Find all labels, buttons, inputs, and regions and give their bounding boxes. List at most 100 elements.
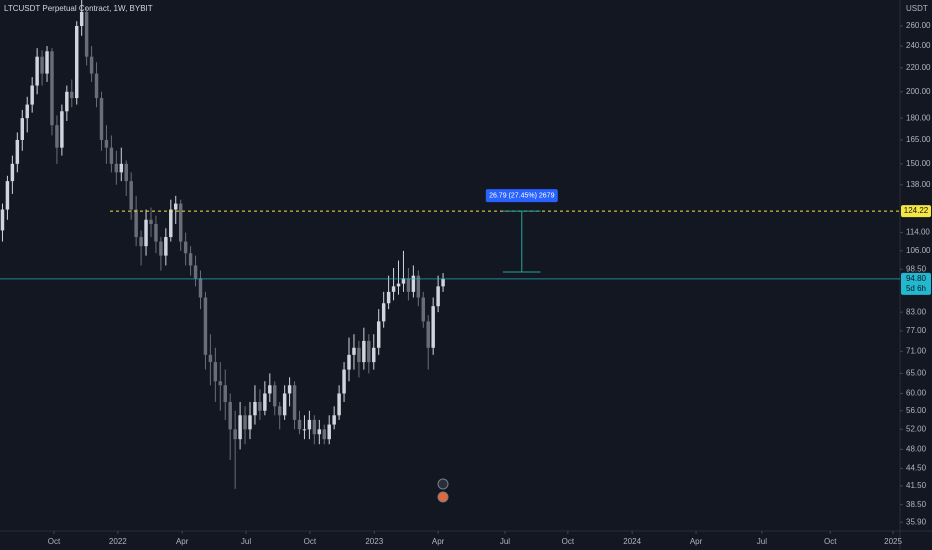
candle-body xyxy=(317,429,322,435)
candle-body xyxy=(376,321,381,348)
candle-body xyxy=(228,401,232,430)
y-tick-label: 83.00 xyxy=(906,307,927,316)
candle-body xyxy=(277,406,282,416)
candle-body xyxy=(248,415,252,430)
candle-body xyxy=(406,278,411,292)
measure-label: 26.79 (27.45%) 2679 xyxy=(489,192,554,199)
x-tick-label: Jul xyxy=(241,537,251,546)
candle-body xyxy=(416,275,421,298)
candle-body xyxy=(401,278,406,284)
candle-body xyxy=(253,401,257,416)
y-tick-label: 114.00 xyxy=(906,228,930,237)
last-price-label: 94.80 xyxy=(906,274,927,283)
candle-body xyxy=(332,415,336,425)
candle-body xyxy=(273,385,277,407)
candle-body xyxy=(5,181,10,210)
candle-body xyxy=(263,393,267,411)
candle-body xyxy=(20,118,25,140)
candle-body xyxy=(193,265,198,279)
y-tick-label: 52.00 xyxy=(906,424,927,433)
candle-body xyxy=(144,219,148,247)
candle-body xyxy=(164,237,168,256)
y-tick-label: 56.00 xyxy=(906,406,927,415)
candle-body xyxy=(268,385,272,394)
y-tick-label: 220.00 xyxy=(906,63,931,72)
candle-body xyxy=(218,381,223,386)
y-tick-label: 48.00 xyxy=(906,445,927,454)
candle-body xyxy=(213,362,218,382)
candle-body xyxy=(75,25,79,99)
candle-body xyxy=(302,429,307,431)
y-tick-label: 200.00 xyxy=(906,87,931,96)
candle-body xyxy=(183,241,188,254)
y-tick-label: 106.00 xyxy=(906,246,931,255)
y-tick-label: 65.00 xyxy=(906,369,927,378)
y-unit: USDT xyxy=(906,4,928,13)
candle-body xyxy=(238,415,242,440)
candle-body xyxy=(381,303,386,322)
x-tick-label: Jul xyxy=(500,537,510,546)
candle-body xyxy=(139,237,143,247)
candle-body xyxy=(391,286,396,292)
candle-body xyxy=(292,385,297,420)
candle-body xyxy=(50,51,54,126)
candle-body xyxy=(441,278,445,287)
candle-body xyxy=(342,369,346,394)
event-icon[interactable] xyxy=(437,478,449,490)
x-tick-label: Jul xyxy=(757,537,767,546)
event-icon[interactable] xyxy=(437,491,449,503)
candle-body xyxy=(35,56,39,86)
y-tick-label: 165.00 xyxy=(906,135,931,144)
candle-body xyxy=(94,73,99,99)
candle-body xyxy=(114,163,119,173)
candle-body xyxy=(362,340,366,363)
candle-body xyxy=(297,419,302,430)
y-tick-label: 240.00 xyxy=(906,41,931,50)
candle-body xyxy=(149,219,153,224)
candle-body xyxy=(258,401,262,411)
candle-body xyxy=(0,209,5,231)
y-tick-label: 44.50 xyxy=(906,463,927,472)
candle-body xyxy=(233,429,237,440)
last-price-box xyxy=(901,272,931,295)
candle-body xyxy=(159,241,163,256)
candle-body xyxy=(426,321,430,348)
y-tick-label: 41.50 xyxy=(906,481,927,490)
x-tick-label: Oct xyxy=(48,537,61,546)
candle-body xyxy=(357,347,361,363)
candle-body xyxy=(312,419,317,435)
candle-body xyxy=(79,11,84,26)
candle-body xyxy=(386,291,391,304)
x-tick-label: 2025 xyxy=(884,537,902,546)
candle-body xyxy=(104,139,109,148)
candle-body xyxy=(327,424,331,440)
candle-body xyxy=(352,347,356,355)
candle-body xyxy=(134,209,138,238)
candle-body xyxy=(203,297,208,355)
candle-body xyxy=(40,56,44,74)
x-tick-label: Apr xyxy=(432,537,445,546)
candle-body xyxy=(421,297,425,322)
price-label-box xyxy=(901,205,931,218)
y-tick-label: 260.00 xyxy=(906,21,931,30)
candle-body xyxy=(70,91,74,99)
x-tick-label: Apr xyxy=(176,537,189,546)
candle-body xyxy=(60,111,64,148)
candle-body xyxy=(396,283,401,287)
candle-body xyxy=(15,139,20,164)
candle-body xyxy=(188,253,193,266)
candle-body xyxy=(169,209,173,238)
y-tick-label: 71.00 xyxy=(906,346,927,355)
candle-body xyxy=(347,354,351,370)
candle-body xyxy=(10,163,15,182)
candle-body xyxy=(431,306,435,348)
chart-title: LTCUSDT Perpetual Contract, 1W, BYBIT xyxy=(4,4,153,13)
candle-body xyxy=(223,385,227,402)
candle-body xyxy=(124,163,128,182)
candle-body xyxy=(45,51,49,74)
candle-body xyxy=(198,278,203,298)
y-tick-label: 38.50 xyxy=(906,500,927,509)
candle-body xyxy=(65,91,69,112)
y-tick-label: 60.00 xyxy=(906,389,927,398)
